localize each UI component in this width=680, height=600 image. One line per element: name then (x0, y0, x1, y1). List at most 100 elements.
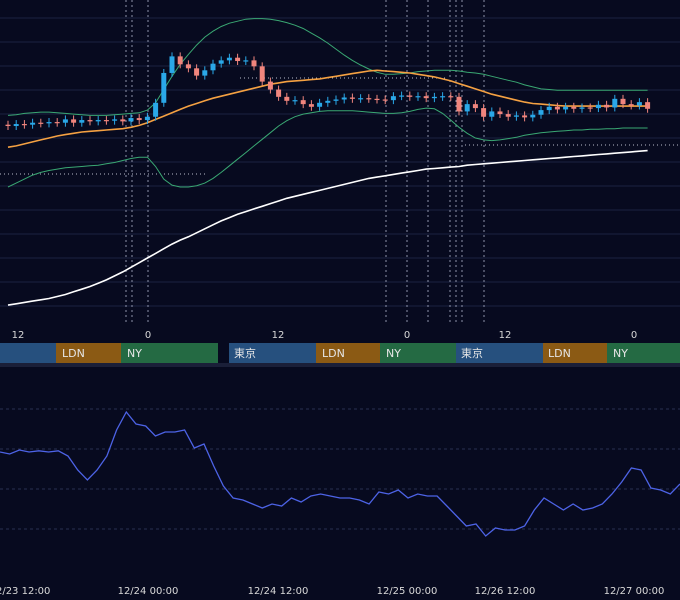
candle-down (103, 120, 109, 122)
candle-down (177, 56, 183, 65)
top-axis-tick: 0 (631, 330, 637, 341)
top-axis-tick: 12 (272, 330, 285, 341)
candle-down (423, 96, 429, 99)
candle-down (587, 107, 593, 109)
top-axis-tick: 0 (404, 330, 410, 341)
candle-up (546, 106, 552, 111)
candle-up (218, 60, 224, 64)
bottom-axis-tick: 12/23 12:00 (0, 586, 50, 597)
candle-up (95, 120, 101, 122)
candle-down (308, 104, 314, 107)
session-block-newyork (607, 343, 680, 363)
candle-down (456, 96, 462, 112)
bottom-axis-tick: 12/25 00:00 (377, 586, 438, 597)
candle-down (5, 124, 11, 127)
oscillator-grid (0, 408, 680, 530)
session-label-newyork: NY (613, 347, 628, 360)
candle-up (13, 124, 19, 127)
candle-up (440, 96, 446, 98)
candle-down (374, 98, 380, 101)
candle-down (136, 118, 142, 121)
candle-down (120, 119, 126, 122)
top-axis-tick: 0 (145, 330, 151, 341)
bollinger-lower-band (7, 107, 648, 188)
candle-up (153, 102, 159, 117)
candle-down (54, 122, 60, 124)
candle-up (513, 115, 519, 117)
bottom-time-axis: 12/23 12:00 12/24 00:00 12/24 12:00 12/2… (0, 586, 664, 597)
candle-up (489, 111, 495, 117)
candle-down (522, 115, 528, 118)
candle-up (30, 122, 36, 125)
moving-average-line (7, 69, 648, 148)
candle-up (390, 96, 396, 101)
candle-up (79, 120, 85, 123)
candle-down (407, 95, 413, 97)
price-grid (0, 17, 680, 307)
candle-up (415, 96, 421, 98)
candle-down (620, 98, 626, 105)
candle-down (497, 111, 503, 115)
session-block-london (56, 343, 121, 363)
candle-down (194, 68, 200, 76)
candle-up (202, 70, 208, 76)
candle-up (292, 100, 298, 102)
candle-up (62, 119, 68, 123)
candle-down (349, 97, 355, 99)
candle-up (144, 116, 150, 121)
candle-up (226, 57, 232, 61)
candle-up (431, 96, 437, 99)
candle-up (595, 104, 601, 109)
candle-down (300, 100, 306, 105)
candle-down (628, 104, 634, 106)
candle-up (636, 102, 642, 106)
bollinger-upper-band (7, 18, 648, 116)
candle-up (579, 107, 585, 109)
candle-up (325, 100, 331, 103)
candle-down (38, 122, 44, 124)
trading-session-bar: LDN NY 東京 LDN NY 東京 LDN NY (0, 343, 680, 363)
candle-down (251, 60, 257, 67)
session-label-newyork: NY (386, 347, 401, 360)
candle-up (243, 60, 249, 62)
candle-up (317, 102, 323, 107)
candle-down (645, 102, 651, 109)
session-block-newyork (380, 343, 456, 363)
candle-down (21, 124, 27, 126)
candle-down (382, 99, 388, 101)
top-time-axis: 12 0 12 0 12 0 (12, 330, 638, 341)
candle-down (71, 119, 77, 123)
candle-down (276, 89, 282, 97)
candle-up (112, 119, 118, 121)
candle-up (46, 122, 52, 124)
top-axis-tick: 12 (499, 330, 512, 341)
candle-down (571, 106, 577, 109)
candle-down (604, 104, 610, 108)
session-block-london (316, 343, 380, 363)
bottom-axis-tick: 12/27 00:00 (604, 586, 665, 597)
session-label-tokyo: 東京 (234, 346, 256, 360)
candle-up (612, 98, 618, 108)
candle-down (554, 106, 560, 110)
bottom-axis-tick: 12/24 12:00 (248, 586, 309, 597)
session-block-tokyo (456, 343, 543, 363)
candle-down (267, 81, 273, 90)
candle-down (87, 120, 93, 122)
candle-up (169, 56, 175, 73)
panel-separator (0, 363, 680, 367)
candle-down (481, 108, 487, 117)
candle-down (472, 104, 478, 109)
session-label-london: LDN (548, 347, 571, 360)
session-block-tokyo (229, 343, 316, 363)
session-block-tokyo (0, 343, 56, 363)
session-block-newyork (121, 343, 218, 363)
candle-down (259, 66, 265, 82)
candlestick-series (5, 52, 651, 130)
candle-down (505, 114, 511, 117)
candle-down (185, 64, 191, 69)
candle-down (235, 57, 241, 62)
candle-up (464, 104, 470, 112)
session-label-london: LDN (322, 347, 345, 360)
candle-down (284, 96, 290, 101)
